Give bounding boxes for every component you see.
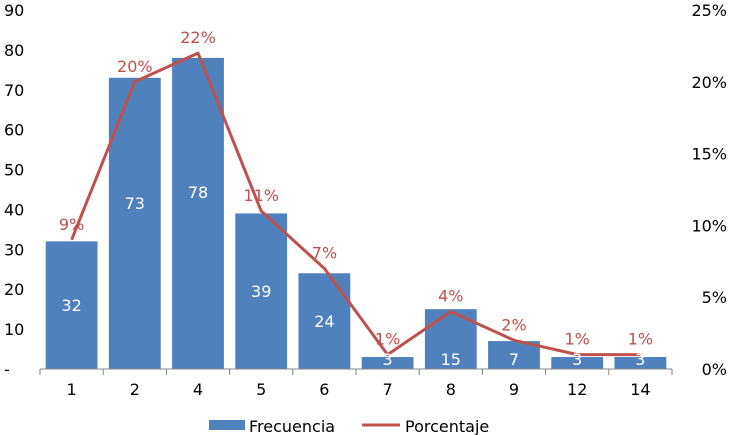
bar-data-label: 73 — [125, 194, 145, 213]
y-left-tick-label: - — [4, 360, 10, 379]
x-tick-label: 4 — [193, 380, 203, 399]
bar — [108, 77, 161, 370]
x-tick-label: 8 — [446, 380, 456, 399]
bars — [45, 57, 667, 370]
y-right-tick-label: 25% — [691, 1, 727, 20]
x-tick-label: 6 — [319, 380, 329, 399]
percent-line — [70, 51, 641, 357]
bar-data-label: 24 — [314, 312, 334, 331]
y-right-tick-label: 20% — [691, 73, 727, 92]
bar-data-label: 3 — [572, 350, 582, 369]
x-axis: 1 2 4 5 6 7 8 9 12 14 — [39, 369, 673, 399]
y-left-tick-label: 20 — [4, 280, 24, 299]
bar-data-label: 39 — [251, 282, 271, 301]
y-right-tick-label: 15% — [691, 145, 727, 164]
bar-data-label: 15 — [441, 350, 461, 369]
legend-swatch-frecuencia — [209, 420, 245, 430]
y-left-tick-label: 10 — [4, 320, 24, 339]
y-left-tick-label: 50 — [4, 161, 24, 180]
bar-data-label: 3 — [635, 350, 645, 369]
y-left-tick-label: 60 — [4, 121, 24, 140]
percent-data-label: 9% — [59, 215, 84, 234]
x-tick-label: 2 — [130, 380, 140, 399]
x-tick-label: 1 — [67, 380, 77, 399]
percent-data-label: 1% — [375, 330, 400, 349]
bar-data-label: 7 — [509, 350, 519, 369]
percent-line-path — [70, 51, 641, 357]
bar — [614, 357, 667, 369]
legend-label-frecuencia: Frecuencia — [249, 417, 335, 435]
y-left-tick-label: 40 — [4, 200, 24, 219]
bar — [172, 57, 224, 369]
x-tick-label: 14 — [630, 380, 650, 399]
y-right-tick-label: 5% — [702, 288, 727, 307]
bar-data-label: 32 — [61, 296, 81, 315]
y-left-tick-label: 70 — [4, 81, 24, 100]
percent-data-label: 20% — [117, 57, 153, 76]
left-axis: - 10 20 30 40 50 60 70 80 90 — [4, 1, 24, 379]
x-tick-label: 12 — [567, 380, 587, 399]
percent-data-label: 11% — [243, 186, 279, 205]
percent-data-label: 1% — [628, 330, 653, 349]
bar — [551, 357, 604, 369]
percent-data-label: 2% — [501, 315, 526, 334]
legend-label-porcentaje: Porcentaje — [405, 417, 489, 435]
bar-data-label: 78 — [188, 183, 208, 202]
bar — [361, 357, 414, 369]
percent-data-label: 1% — [565, 330, 590, 349]
percent-labels: 9% 20% 22% 11% 7% 1% 4% 2% 1% 1% — [59, 28, 653, 349]
percent-data-label: 4% — [438, 287, 463, 306]
x-tick-label: 9 — [509, 380, 519, 399]
legend: Frecuencia Porcentaje — [209, 417, 489, 435]
y-right-tick-label: 10% — [691, 216, 727, 235]
y-left-tick-label: 30 — [4, 240, 24, 259]
x-tick-label: 7 — [383, 380, 393, 399]
bar — [235, 213, 288, 369]
y-left-tick-label: 80 — [4, 41, 24, 60]
right-axis: 0% 5% 10% 15% 20% 25% — [691, 1, 727, 379]
percent-data-label: 7% — [312, 243, 337, 262]
percent-data-label: 22% — [180, 28, 216, 47]
bar-data-label: 3 — [383, 350, 393, 369]
bar — [298, 273, 351, 369]
x-tick-label: 5 — [256, 380, 266, 399]
y-left-tick-label: 90 — [4, 1, 24, 20]
y-right-tick-label: 0% — [702, 360, 727, 379]
bar — [45, 241, 98, 369]
